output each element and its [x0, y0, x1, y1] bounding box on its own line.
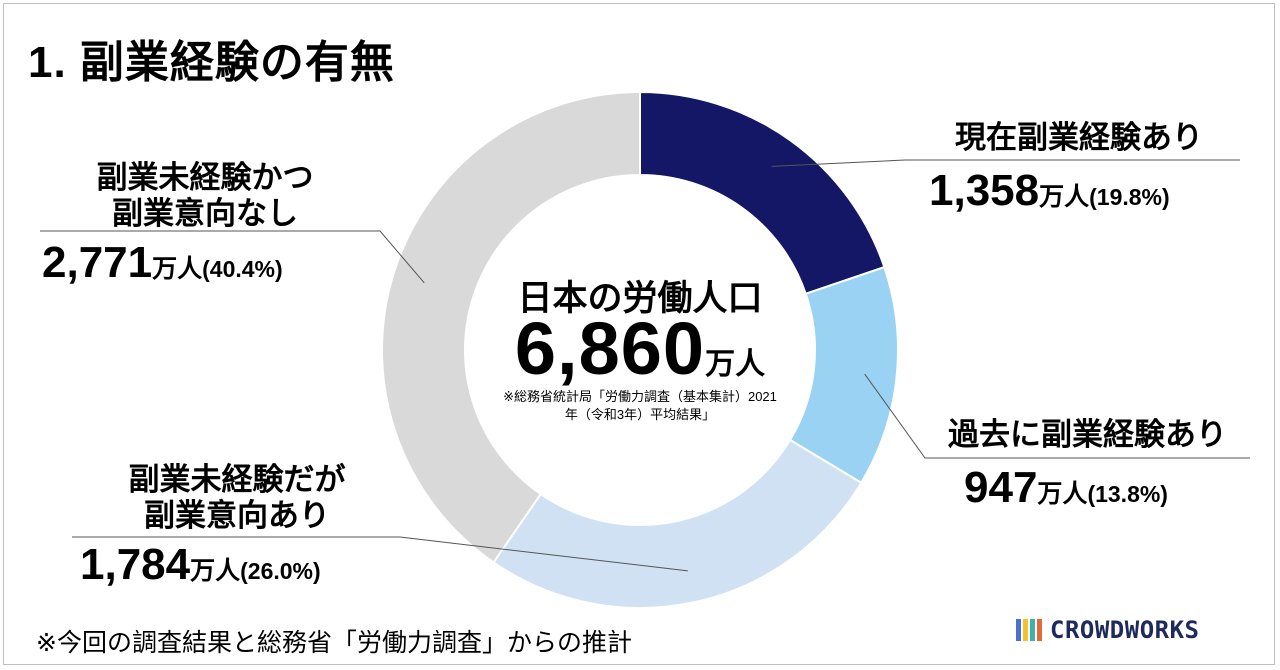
crowdworks-logo: CROWDWORKS — [1016, 616, 1200, 644]
center-total-label: 日本の労働人口 — [517, 279, 763, 318]
slice-current-sidejob — [639, 90, 886, 296]
label-current-sidejob-unit: 万人 — [1039, 183, 1090, 211]
logo-bar-3 — [1030, 619, 1035, 641]
label-intend-sidejob: 副業未経験だが 副業意向あり 1,784万人(26.0%) — [72, 462, 402, 590]
crowdworks-logo-text: CROWDWORKS — [1050, 616, 1200, 644]
label-no-sidejob: 副業未経験かつ 副業意向なし 2,771万人(40.4%) — [40, 160, 370, 288]
footnote: ※今回の調査結果と総務省「労働力調査」からの推計 — [36, 629, 632, 657]
source-line-1: ※総務省統計局「労働力調査（基本集計）2021 — [503, 389, 777, 404]
label-intend-sidejob-number: 1,784 — [80, 540, 191, 589]
slice-no-sidejob — [381, 90, 641, 564]
source-line-2: 年（令和3年）平均結果」 — [564, 407, 716, 422]
leader-no-sidejob — [40, 230, 425, 284]
center-total-number: 6,860 — [514, 307, 706, 390]
label-intend-sidejob-value: 1,784万人(26.0%) — [80, 540, 402, 590]
label-current-sidejob-percent: (19.8%) — [1089, 184, 1170, 210]
label-current-sidejob: 現在副業経験あり 1,358万人(19.8%) — [929, 120, 1203, 216]
center-source-note: ※総務省統計局「労働力調査（基本集計）2021 年（令和3年）平均結果」 — [480, 388, 800, 424]
label-intend-sidejob-unit: 万人 — [190, 557, 241, 585]
label-no-sidejob-name-1: 副業未経験かつ — [96, 160, 314, 195]
label-past-sidejob-percent: (13.8%) — [1087, 481, 1168, 507]
label-past-sidejob-value: 947万人(13.8%) — [964, 463, 1227, 513]
leader-intend-sidejob — [72, 536, 688, 572]
slice-intend-sidejob — [492, 438, 863, 609]
label-past-sidejob-unit: 万人 — [1037, 480, 1088, 508]
label-past-sidejob-name: 過去に副業経験あり — [948, 417, 1227, 452]
label-intend-sidejob-name-2: 副業意向あり — [144, 498, 330, 533]
label-past-sidejob-number: 947 — [964, 463, 1038, 512]
label-no-sidejob-number: 2,771 — [42, 238, 153, 287]
label-intend-sidejob-name-1: 副業未経験だが — [128, 462, 346, 497]
center-total-unit: 万人 — [705, 348, 766, 381]
label-no-sidejob-unit: 万人 — [152, 255, 203, 283]
logo-bar-1 — [1016, 619, 1021, 641]
leader-past-sidejob — [864, 373, 1250, 459]
label-current-sidejob-number: 1,358 — [929, 166, 1040, 215]
logo-bar-2 — [1023, 619, 1028, 641]
label-no-sidejob-percent: (40.4%) — [202, 256, 283, 282]
label-current-sidejob-name: 現在副業経験あり — [955, 120, 1203, 155]
label-intend-sidejob-percent: (26.0%) — [240, 558, 321, 584]
center-total-value: 6,860万人 — [470, 306, 810, 391]
slide-frame — [3, 3, 1275, 665]
logo-bar-4 — [1037, 619, 1042, 641]
label-current-sidejob-value: 1,358万人(19.8%) — [929, 166, 1203, 216]
leader-current-sidejob — [771, 159, 1240, 167]
label-no-sidejob-value: 2,771万人(40.4%) — [42, 238, 370, 288]
crowdworks-logo-mark — [1016, 619, 1042, 641]
label-no-sidejob-name-2: 副業意向なし — [112, 196, 298, 231]
slide-title: 1. 副業経験の有無 — [28, 38, 395, 87]
label-past-sidejob: 過去に副業経験あり 947万人(13.8%) — [948, 417, 1227, 513]
